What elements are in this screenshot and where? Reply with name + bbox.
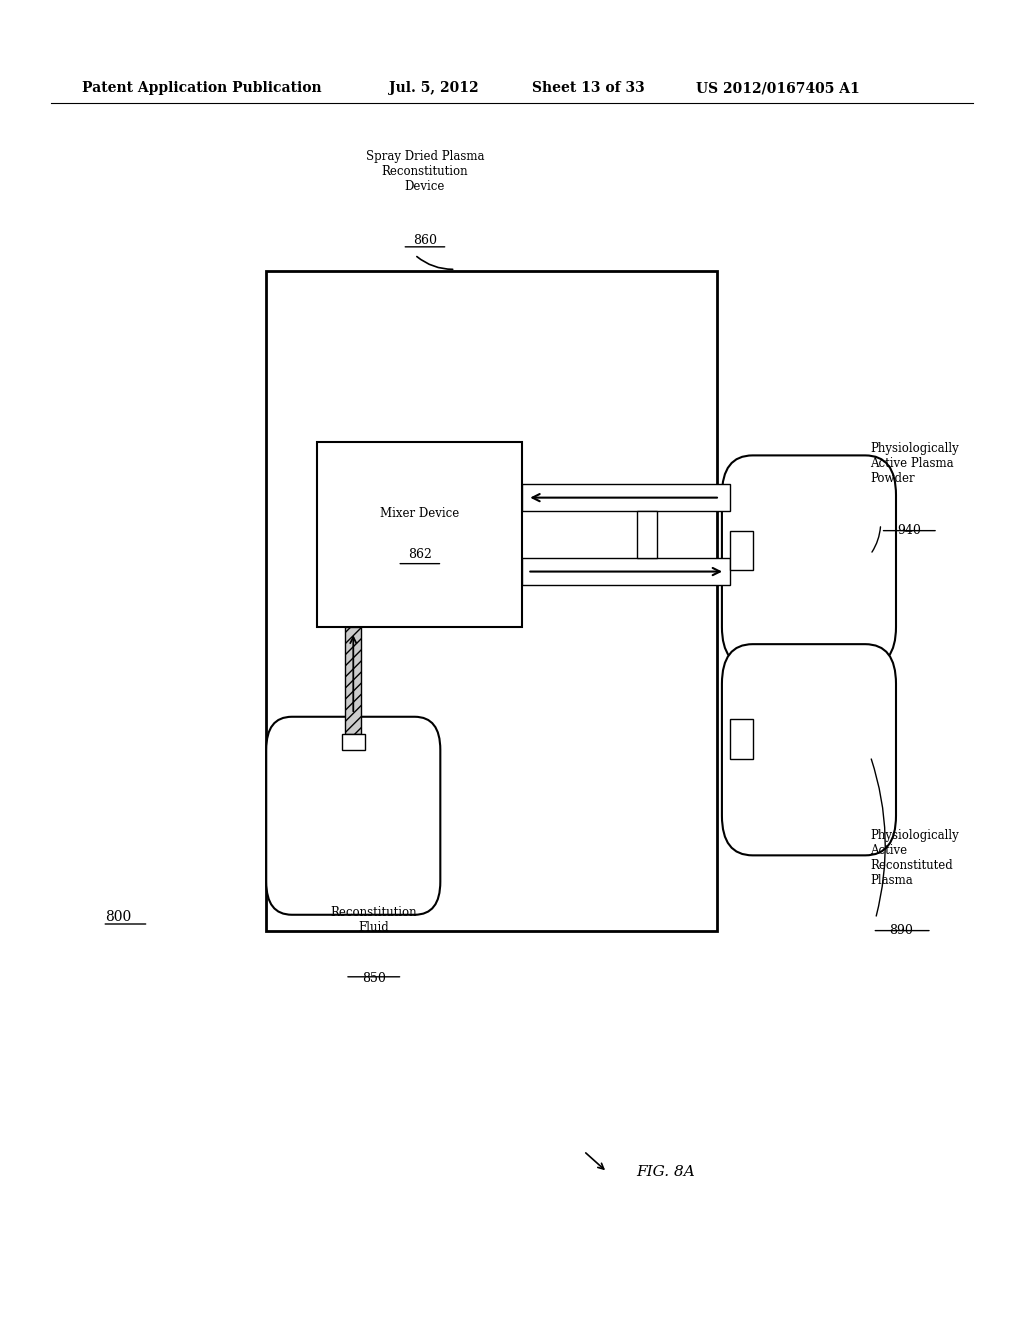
Bar [342,734,365,750]
Bar [266,271,717,931]
Bar [345,627,361,734]
Text: US 2012/0167405 A1: US 2012/0167405 A1 [696,82,860,95]
Text: 850: 850 [361,972,386,985]
FancyBboxPatch shape [266,717,440,915]
Bar [317,442,522,627]
Bar [522,484,730,511]
Text: 862: 862 [408,548,432,561]
FancyBboxPatch shape [722,644,896,855]
Text: Jul. 5, 2012: Jul. 5, 2012 [389,82,479,95]
FancyBboxPatch shape [722,455,896,667]
Bar [522,558,730,585]
Text: Physiologically
Active Plasma
Powder: Physiologically Active Plasma Powder [870,442,959,486]
Text: 800: 800 [104,911,131,924]
Text: Physiologically
Active
Reconstituted
Plasma: Physiologically Active Reconstituted Pla… [870,829,959,887]
Text: Patent Application Publication: Patent Application Publication [82,82,322,95]
Bar [730,531,753,570]
Text: 860: 860 [413,234,437,247]
Bar [637,511,657,558]
Text: Spray Dried Plasma
Reconstitution
Device: Spray Dried Plasma Reconstitution Device [366,150,484,193]
Text: 940: 940 [897,524,922,537]
Text: Mixer Device: Mixer Device [380,507,460,520]
Text: FIG. 8A: FIG. 8A [636,1166,695,1179]
Text: Reconstitution
Fluid: Reconstitution Fluid [331,906,417,933]
Bar [730,719,753,759]
Text: Sheet 13 of 33: Sheet 13 of 33 [532,82,645,95]
Text: 890: 890 [889,924,913,937]
